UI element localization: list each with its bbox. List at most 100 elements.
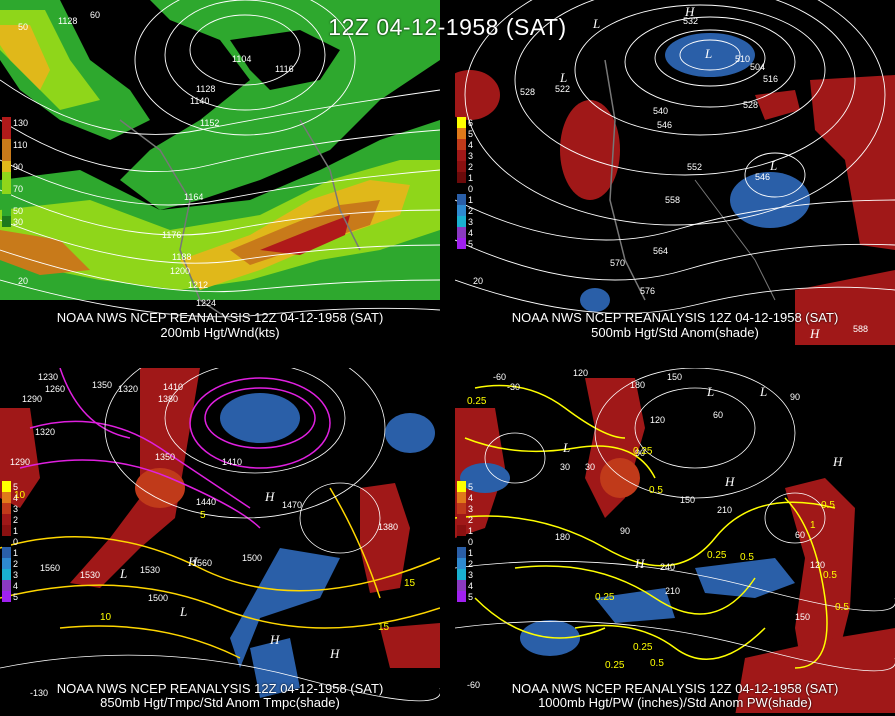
lat-label: 60	[90, 10, 100, 20]
pw-label: 0.25	[633, 446, 653, 457]
contour-label: 1560	[192, 558, 212, 568]
colorbar-label: 4	[468, 580, 474, 591]
lat-label: -60	[467, 680, 480, 690]
colorbar-label: 90	[13, 161, 24, 172]
colorbar-label: 2	[468, 514, 474, 525]
contour-label: 558	[665, 195, 680, 205]
colorbar-500mb: 6 5 4 3 2 1 0 1 2 3 4 5	[457, 117, 473, 249]
colorbar-label: 5	[468, 481, 474, 492]
colorbar-label: 110	[13, 139, 28, 150]
contour-label: 210	[665, 586, 680, 596]
contour-label: 1320	[35, 427, 55, 437]
colorbar-850mb: 5 4 3 2 1 0 1 2 3 4 5	[2, 481, 18, 602]
contour-label: 1140	[190, 96, 209, 106]
contour-label: 1116	[275, 64, 294, 74]
contour-label: 1128	[196, 84, 215, 94]
pw-label: 0.5	[650, 658, 664, 669]
contour-label: 528	[743, 100, 758, 110]
colorbar-label: 1	[13, 525, 19, 536]
map-850mb: 1350 1230 1260 1290 1320 1410 1380 1320 …	[0, 368, 440, 713]
contour-label: 180	[555, 532, 570, 542]
panel-caption-source: NOAA NWS NCEP REANALYSIS 12Z 04-12-1958 …	[511, 310, 839, 325]
colorbar-200mb: 130 110 90 70 50 30	[2, 117, 28, 227]
panel-caption-source: NOAA NWS NCEP REANALYSIS 12Z 04-12-1958 …	[56, 681, 384, 696]
colorbar-label: 4	[13, 580, 19, 591]
colorbar-label: 70	[13, 183, 24, 194]
lat-label: 20	[473, 276, 483, 286]
contour-label: 150	[680, 495, 695, 505]
contour-label: 1530	[140, 565, 160, 575]
contour-label: 1350	[92, 380, 112, 390]
page-title: 12Z 04-12-1958 (SAT)	[328, 14, 567, 40]
colorbar-label: 1	[468, 525, 474, 536]
contour-label: 528	[520, 87, 535, 97]
colorbar-label: 5	[468, 591, 474, 602]
contour-label: 570	[610, 258, 625, 268]
pressure-symbol-h: H	[634, 556, 645, 571]
contour-label: 1380	[378, 522, 398, 532]
colorbar-label: 0	[13, 536, 19, 547]
colorbar-label: 6	[468, 117, 474, 128]
contour-label: 1260	[45, 384, 65, 394]
contour-label: 504	[750, 62, 765, 72]
colorbar-label: 3	[13, 569, 19, 580]
contour-label: 546	[755, 172, 770, 182]
temp-label: 15	[378, 622, 390, 633]
pw-label: 1	[810, 520, 816, 531]
contour-label: 120	[810, 560, 825, 570]
lat-label: 20	[18, 276, 28, 286]
lat-label: 50	[18, 22, 28, 32]
contour-label: 1410	[222, 457, 242, 467]
contour-label: 210	[717, 505, 732, 515]
contour-label: 1350	[155, 452, 175, 462]
panel-500mb: L L L L H H 528 522 540 546 552 558 564 …	[455, 0, 895, 345]
contour-label: -30	[507, 382, 520, 392]
pw-label: 0.5	[821, 500, 835, 511]
colorbar-label: 1	[13, 547, 19, 558]
pressure-symbol-l: L	[562, 440, 570, 455]
colorbar-label: 2	[468, 558, 474, 569]
pw-label: 0.5	[835, 602, 849, 613]
contour-label: 540	[653, 106, 668, 116]
pw-label: 0.25	[605, 660, 625, 671]
colorbar-label: 1	[468, 547, 474, 558]
colorbar-label: 0	[468, 183, 474, 194]
contour-label: 150	[667, 372, 682, 382]
colorbar-label: 1	[468, 172, 474, 183]
contour-label: 1176	[162, 230, 181, 240]
colorbar-label: 30	[13, 216, 24, 227]
pressure-symbol-h: H	[684, 4, 695, 19]
colorbar-label: 2	[468, 161, 474, 172]
pressure-symbol-h: H	[832, 454, 843, 469]
contour-label: 60	[795, 530, 805, 540]
contour-label: 1530	[80, 570, 100, 580]
contour-label: 532	[683, 16, 698, 26]
contour-label: -60	[493, 372, 506, 382]
temp-label: 15	[404, 578, 416, 589]
contour-label: 1320	[118, 384, 138, 394]
contour-label: 30	[560, 462, 570, 472]
contour-label: 564	[653, 246, 668, 256]
contour-label: 1212	[188, 280, 208, 290]
colorbar-label: 4	[13, 492, 19, 503]
contour-label: 1500	[148, 593, 168, 603]
contour-label: 1188	[172, 252, 191, 262]
pressure-symbol-l: L	[704, 46, 712, 61]
temp-label: 10	[14, 490, 26, 501]
pressure-symbol-l: L	[759, 384, 767, 399]
pressure-symbol-l: L	[559, 70, 567, 85]
colorbar-label: 50	[13, 205, 24, 216]
contour-label: 1410	[163, 382, 183, 392]
pressure-symbol-h: H	[329, 646, 340, 661]
contour-label: 510	[735, 54, 750, 64]
contour-label: 1290	[22, 394, 42, 404]
map-500mb: L L L L H H 528 522 540 546 552 558 564 …	[455, 0, 895, 345]
colorbar-label: 130	[13, 117, 29, 128]
colorbar-label: 3	[468, 216, 474, 227]
pw-label: 0.5	[740, 552, 754, 563]
contour-label: 1224	[196, 298, 216, 308]
contour-label: 522	[555, 84, 570, 94]
contour-label: 1380	[158, 394, 178, 404]
contour-label: 30	[585, 462, 595, 472]
contour-label: 1230	[38, 372, 58, 382]
